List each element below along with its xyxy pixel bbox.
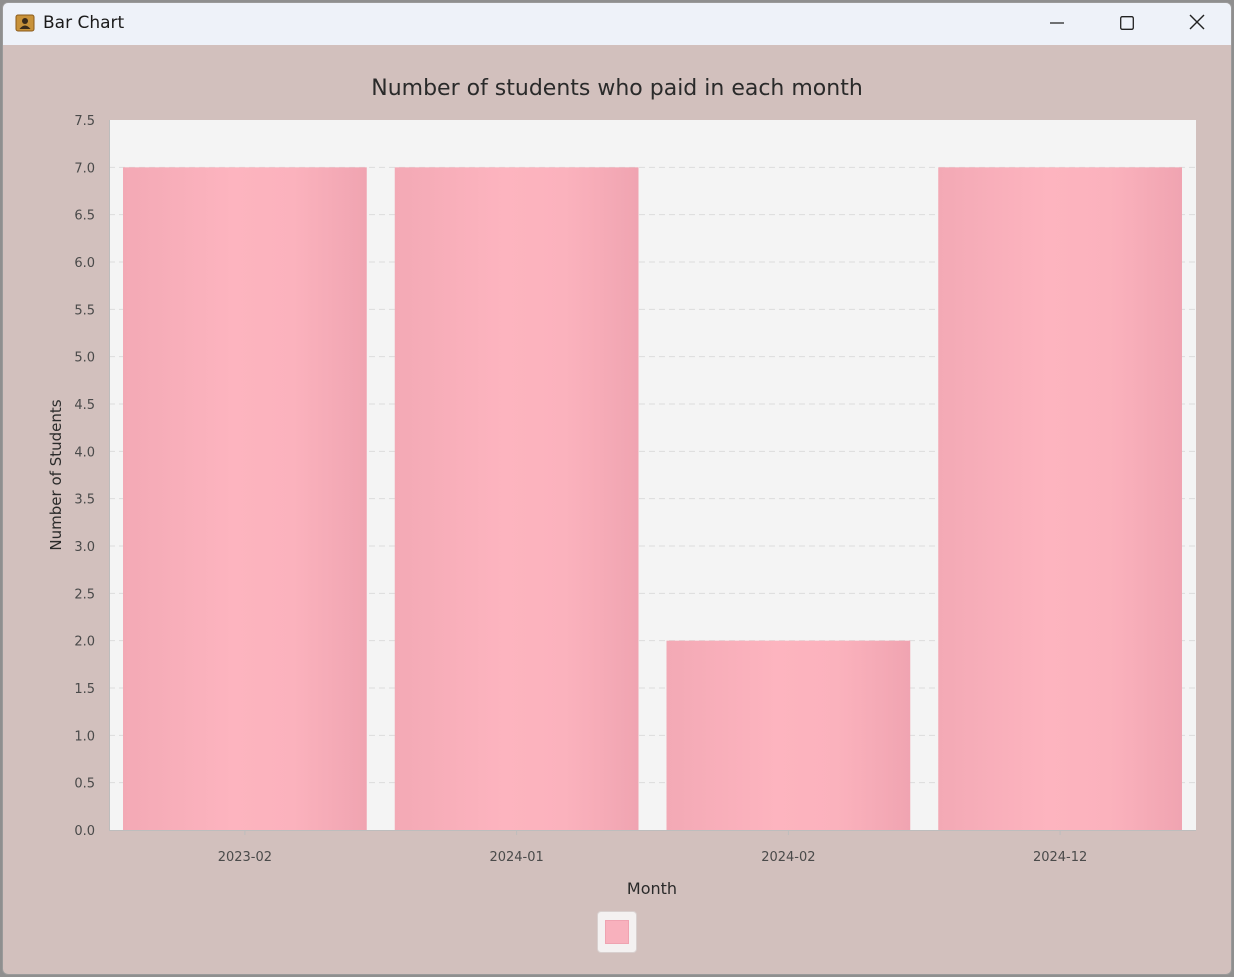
contact-card-icon [15,13,35,33]
bar-2023-02 [123,167,367,830]
close-button[interactable] [1163,3,1231,45]
bar-chart: Number of students who paid in each mont… [47,76,1196,898]
bar-2024-02 [666,640,911,830]
y-tick-label: 1.5 [74,682,95,697]
bar-2024-12 [938,167,1182,830]
chart-area: Number of students who paid in each mont… [3,45,1231,974]
maximize-button[interactable] [1093,3,1161,45]
y-tick-label: 6.5 [74,209,95,224]
bar-2024-01 [394,167,639,830]
y-tick-label: 7.5 [74,114,95,129]
y-tick-label: 1.0 [74,729,95,744]
y-tick-label: 3.5 [74,493,95,508]
y-axis-label: Number of Students [47,399,65,550]
x-axis-label: Month [627,879,677,898]
y-tick-labels: 0.0 0.5 1.0 1.5 2.0 2.5 3.0 3.5 4.0 4.5 5.0 5.5 6.0 6… [74,114,95,839]
title-bar[interactable]: Bar Chart [3,3,1231,45]
y-tick-label: 5.5 [74,303,95,318]
y-tick-label: 2.0 [74,635,95,650]
y-tick-label: 4.0 [74,445,95,460]
x-tick-label: 2024-02 [761,850,815,865]
y-tick-label: 0.5 [74,777,95,792]
close-icon [1189,14,1205,34]
maximize-icon [1120,15,1134,34]
window-title: Bar Chart [43,13,125,33]
y-tick-label: 4.5 [74,398,95,413]
bars [123,167,1182,830]
x-tick-label: 2024-12 [1033,850,1087,865]
x-tick-labels: 2023-02 2024-01 2024-02 2024-12 [218,830,1087,865]
minimize-icon [1050,15,1064,34]
y-tick-label: 0.0 [74,824,95,839]
minimize-button[interactable] [1023,3,1091,45]
y-tick-label: 5.0 [74,351,95,366]
legend-swatch [605,920,629,944]
y-tick-label: 7.0 [74,161,95,176]
chart-title: Number of students who paid in each mont… [371,76,863,101]
y-tick-label: 6.0 [74,256,95,271]
x-tick-label: 2024-01 [489,850,543,865]
y-tick-label: 2.5 [74,587,95,602]
legend [597,911,637,953]
y-tick-label: 3.0 [74,540,95,555]
x-tick-label: 2023-02 [218,850,272,865]
